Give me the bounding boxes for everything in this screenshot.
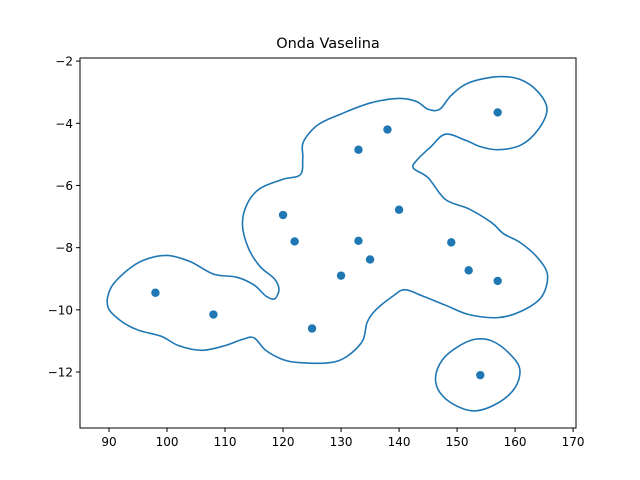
data-point [354,145,363,154]
data-point [383,125,392,134]
y-tick-label: −8 [55,241,73,255]
data-point [365,255,375,264]
x-tick-label: 130 [330,435,353,449]
data-point [151,288,160,297]
data-points [151,108,502,380]
data-point [307,324,317,333]
x-tick-label: 110 [214,435,237,449]
plot-area-frame [79,57,577,429]
data-point [493,276,502,286]
x-tick-label: 100 [156,435,179,449]
y-axis: −12 −10 −8 −6 −4 −2 [48,55,80,380]
x-tick-label: 150 [446,435,469,449]
data-point [336,271,346,280]
data-point [394,205,404,214]
contour-line [106,75,549,365]
data-point [493,108,502,117]
y-tick-label: −10 [48,303,73,317]
data-point [354,236,363,246]
data-point [290,237,299,246]
chart-title: Onda Vaselina [276,36,380,52]
y-tick-label: −2 [55,55,73,69]
data-point [278,210,288,220]
x-tick-label: 170 [562,435,585,449]
x-tick-label: 120 [272,435,295,449]
data-point [209,310,218,319]
data-point [476,370,485,380]
contour-line [434,338,521,412]
contour-group [106,75,549,412]
x-tick-label: 90 [101,435,116,449]
x-axis: 90 100 110 120 130 140 150 160 170 [101,428,585,449]
x-tick-label: 140 [388,435,411,449]
y-tick-label: −6 [55,179,73,193]
x-tick-label: 160 [504,435,527,449]
data-point [464,266,473,275]
y-tick-label: −4 [55,117,73,131]
y-tick-label: −12 [48,366,73,380]
data-point [447,238,456,247]
